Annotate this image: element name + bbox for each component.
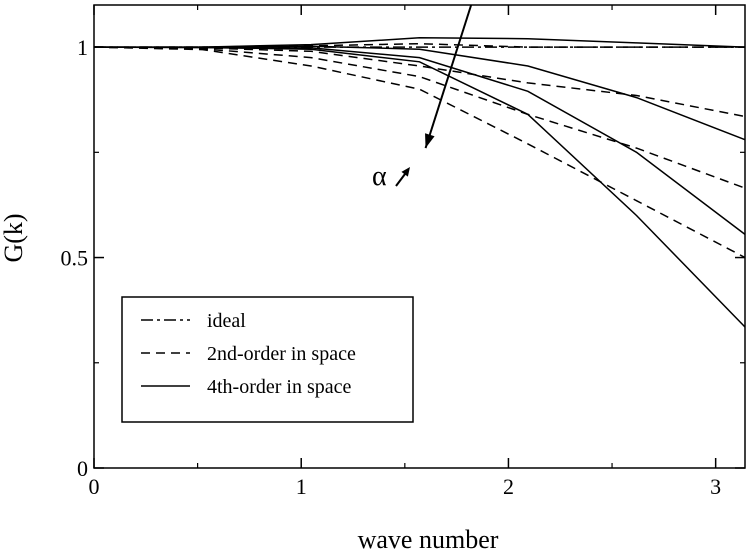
series-line-5: [93, 46, 746, 328]
x-axis-label: wave number: [358, 525, 499, 554]
axes-layer: [93, 4, 746, 469]
legend-box: [121, 296, 414, 423]
x-tick-label: 3: [710, 474, 721, 499]
y-tick-label: 0.5: [61, 246, 89, 271]
series-line-9: [93, 46, 746, 259]
legend-label-1: ideal: [207, 310, 246, 332]
x-tick-label: 0: [89, 474, 100, 499]
y-tick-label: 1: [77, 35, 88, 60]
alpha-small-arrow-head: [401, 167, 410, 177]
alpha-arrow-head: [425, 133, 435, 149]
series-line-7: [93, 46, 746, 118]
series-line-8: [93, 46, 746, 189]
y-tick-label: 0: [77, 456, 88, 481]
series-layer: [93, 37, 746, 328]
legend: ideal 2nd-order in space 4th-order in spac…: [121, 296, 414, 423]
x-tick-label: 2: [503, 474, 514, 499]
series-line-6: [94, 42, 745, 48]
legend-label-2: 2nd-order in space: [207, 343, 356, 365]
legend-label-3: 4th-order in space: [207, 376, 352, 398]
plot-frame: [93, 4, 746, 469]
alpha-symbol: α: [372, 161, 387, 192]
alpha-arrow: [424, 4, 473, 149]
y-axis-label: G(k): [0, 213, 28, 262]
annotation: α: [372, 4, 473, 192]
ticks-layer: 0 1 2 3 0 0.5 1: [61, 5, 745, 499]
x-tick-label: 1: [296, 474, 307, 499]
series-line-2: [94, 37, 746, 48]
series-line-3: [94, 45, 746, 141]
